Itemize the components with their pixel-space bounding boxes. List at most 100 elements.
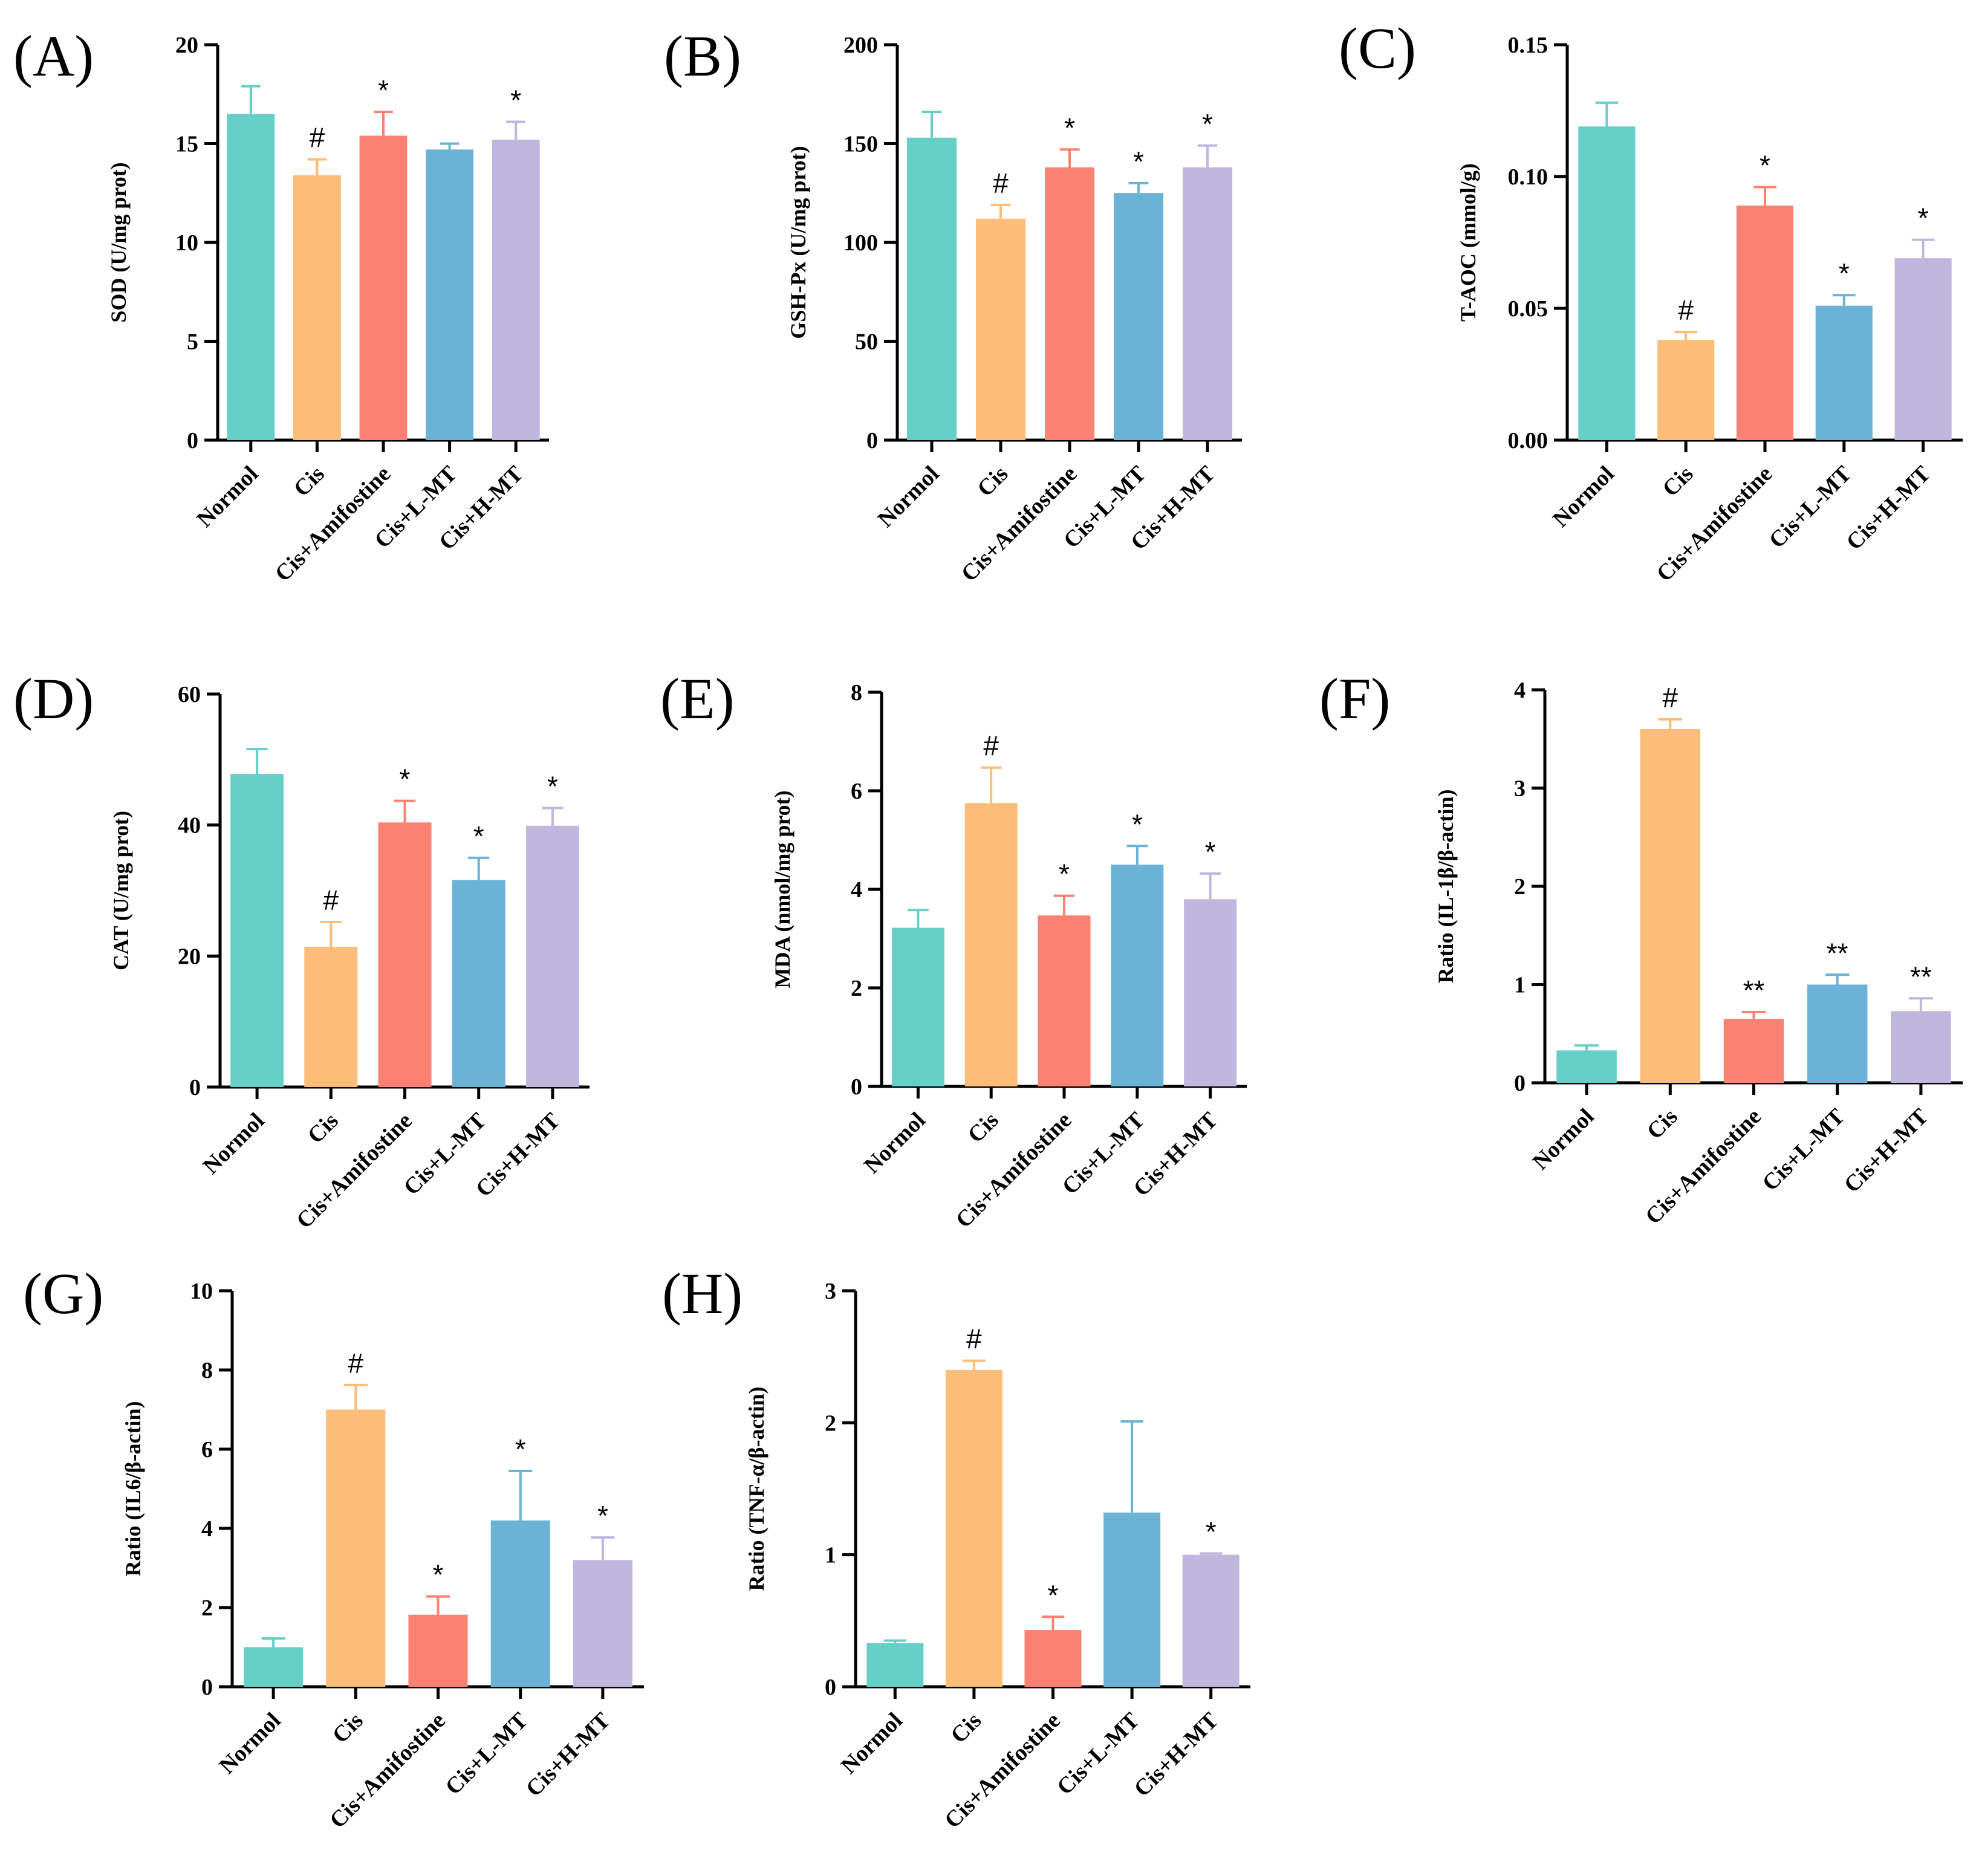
y-tick-label: 3 (1514, 776, 1526, 802)
significance-mark: # (983, 730, 999, 762)
y-tick-label: 100 (843, 230, 878, 256)
bar-cis-amifostine (1044, 167, 1095, 440)
y-axis-label: SOD (U/mg prot) (106, 162, 131, 322)
bar-normol (891, 927, 944, 1086)
significance-mark: * (1918, 203, 1929, 234)
x-category-label: Cis+L-MT (1758, 1104, 1850, 1196)
significance-mark: * (433, 1559, 444, 1591)
significance-mark: * (515, 1433, 526, 1465)
bar-normol (1578, 126, 1636, 440)
x-category-label: Normol (1528, 1104, 1599, 1175)
y-tick-label: 60 (178, 682, 201, 707)
significance-mark: * (1202, 108, 1213, 140)
x-category-label: Cis (946, 1708, 986, 1748)
significance-mark: * (1132, 808, 1143, 840)
bar-cis-l-mt (1103, 1512, 1161, 1687)
y-tick-label: 1 (825, 1543, 836, 1568)
significance-mark: ** (1827, 937, 1848, 969)
bar-normol (244, 1647, 304, 1687)
y-axis-label: CAT (U/mg prot) (109, 811, 133, 970)
significance-mark: ** (1743, 975, 1765, 1006)
bar-cis-amifostine (359, 135, 408, 441)
x-category-label: Cis+H-MT (1129, 1708, 1223, 1802)
bar-cis (975, 218, 1026, 440)
bar-cis-amifostine (1723, 1019, 1784, 1083)
significance-mark: # (993, 167, 1009, 199)
y-tick-label: 10 (175, 230, 198, 256)
significance-mark: * (1760, 149, 1770, 181)
panel-label: (C) (1339, 16, 1416, 80)
panel-label: (A) (13, 24, 94, 88)
y-tick-label: 0.15 (1508, 33, 1548, 58)
y-tick-label: 150 (843, 132, 878, 157)
significance-mark: # (1663, 682, 1678, 713)
x-category-label: Normol (198, 1108, 270, 1180)
chart-panel-g: (G) 0 2 4 6 8 10 Ratio (IL6/β-actin) Normol # Cis *… (23, 1261, 644, 1833)
panel-label: (D) (13, 666, 94, 731)
significance-mark: # (348, 1348, 364, 1379)
x-category-label: Cis+H-MT (1839, 1104, 1933, 1198)
x-category-label: Cis (303, 1108, 343, 1149)
bar-cis-h-mt (492, 139, 540, 440)
y-axis-label: GSH-Px (U/mg prot) (786, 146, 810, 339)
x-category-label: Cis (328, 1708, 368, 1748)
bar-normol (906, 137, 957, 440)
bar-cis (945, 1370, 1002, 1687)
y-tick-label: 8 (851, 680, 862, 706)
bar-normol (227, 114, 275, 440)
significance-mark: # (310, 122, 325, 154)
bar-cis-l-mt (1111, 865, 1164, 1086)
y-tick-label: 0 (866, 428, 878, 453)
significance-mark: ** (1910, 961, 1932, 992)
bar-normol (866, 1643, 924, 1687)
y-tick-label: 20 (178, 944, 201, 969)
y-tick-label: 0.00 (1508, 428, 1548, 453)
significance-mark: # (966, 1323, 982, 1355)
y-tick-label: 0 (1514, 1071, 1526, 1096)
bar-cis (1657, 340, 1715, 440)
y-tick-label: 0.10 (1508, 164, 1548, 190)
x-category-label: Cis+Amifostine (957, 461, 1082, 587)
y-tick-label: 200 (843, 33, 878, 58)
bar-cis-h-mt (573, 1560, 632, 1687)
bar-cis-l-mt (452, 880, 505, 1087)
x-category-label: Normol (836, 1708, 908, 1779)
bar-cis-h-mt (1182, 167, 1233, 440)
x-category-label: Cis+L-MT (1052, 1708, 1144, 1800)
x-category-label: Cis+L-MT (441, 1708, 533, 1800)
x-category-label: Cis (972, 461, 1013, 502)
y-tick-label: 5 (187, 329, 198, 355)
y-tick-label: 2 (825, 1410, 836, 1436)
x-category-label: Cis+H-MT (521, 1708, 615, 1802)
y-axis-label: MDA (nmol/mg prot) (770, 790, 795, 988)
y-tick-label: 3 (825, 1279, 836, 1304)
x-category-label: Cis (289, 461, 330, 502)
bar-cis (964, 803, 1018, 1086)
x-category-label: Cis (1642, 1104, 1683, 1144)
bar-normol (1556, 1050, 1617, 1083)
x-category-label: Cis+L-MT (1764, 461, 1856, 553)
bar-cis-amifostine (378, 822, 432, 1087)
chart-panel-b: (B) 0 50 100 150 200 GSH-Px (U/mg prot) Normol #… (664, 24, 1242, 586)
x-category-label: Normol (215, 1708, 286, 1779)
y-tick-label: 0 (825, 1675, 836, 1700)
y-tick-label: 1 (1514, 973, 1526, 998)
bar-cis (304, 947, 358, 1087)
y-tick-label: 6 (201, 1437, 213, 1462)
y-axis-label: Ratio (IL-1β/β-actin) (1434, 790, 1458, 984)
y-tick-label: 2 (851, 976, 862, 1001)
y-tick-label: 0 (851, 1074, 862, 1100)
chart-panel-a: (A) 0 5 10 15 20 SOD (U/mg prot) Normol # Cis * Cis… (13, 24, 549, 586)
panel-label: (F) (1319, 666, 1390, 731)
y-tick-label: 40 (178, 813, 201, 839)
bar-cis-l-mt (1815, 305, 1873, 440)
bar-cis (1640, 729, 1701, 1083)
significance-mark: * (1839, 258, 1850, 289)
significance-mark: * (1059, 858, 1070, 890)
bar-cis-l-mt (1807, 984, 1868, 1083)
x-category-label: Normol (1548, 461, 1619, 533)
significance-mark: * (547, 771, 558, 802)
x-category-label: Cis+H-MT (1841, 461, 1935, 555)
x-category-label: Normol (192, 461, 263, 533)
